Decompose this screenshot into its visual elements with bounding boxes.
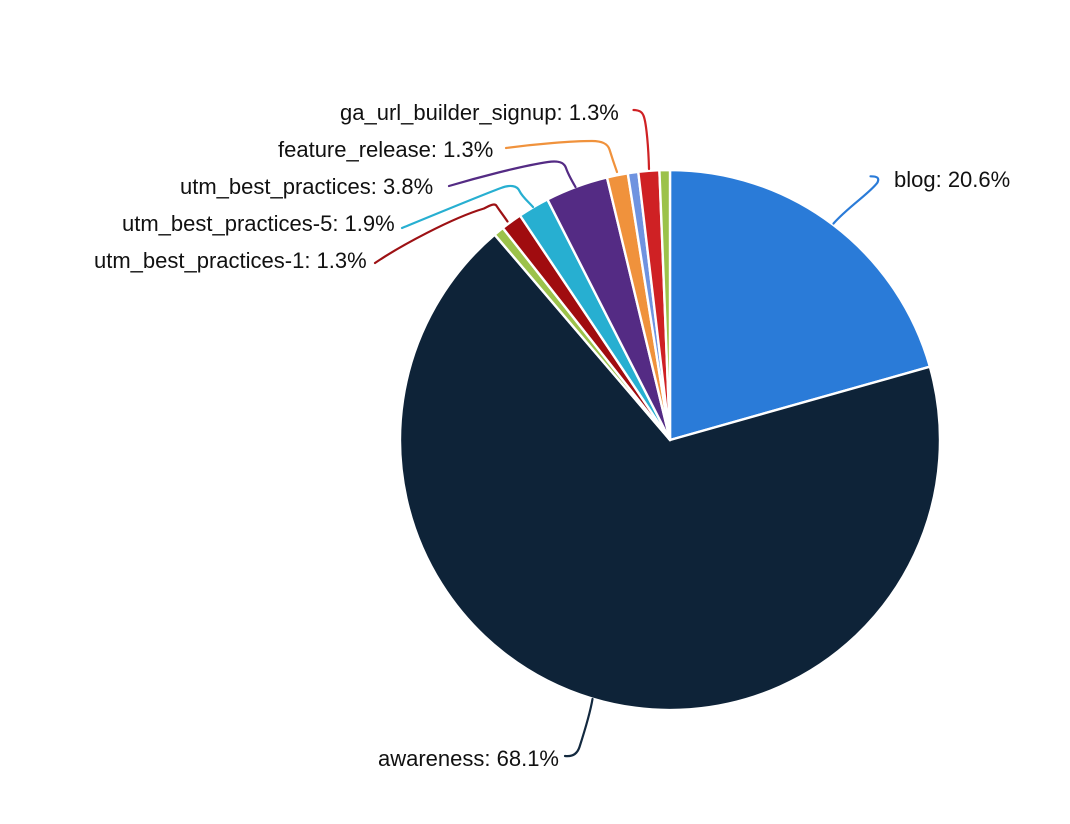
svg-text:utm_best_practices-1: 1.3%: utm_best_practices-1: 1.3%: [94, 248, 367, 273]
svg-text:feature_release: 1.3%: feature_release: 1.3%: [278, 137, 493, 162]
svg-text:utm_best_practices-5: 1.9%: utm_best_practices-5: 1.9%: [122, 211, 395, 236]
svg-text:awareness: 68.1%: awareness: 68.1%: [378, 746, 559, 771]
svg-text:ga_url_builder_signup: 1.3%: ga_url_builder_signup: 1.3%: [340, 100, 619, 125]
svg-text:blog: 20.6%: blog: 20.6%: [894, 167, 1010, 192]
svg-text:utm_best_practices: 3.8%: utm_best_practices: 3.8%: [180, 174, 433, 199]
